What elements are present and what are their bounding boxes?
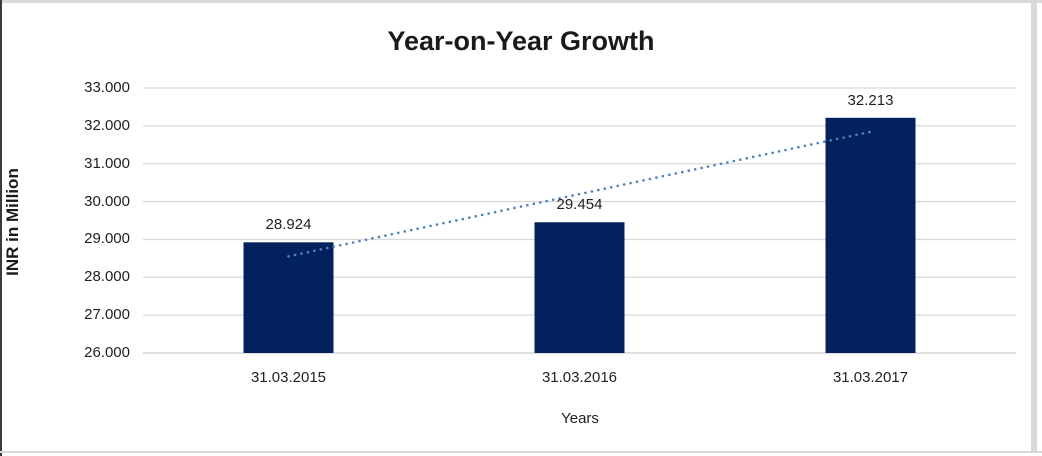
- y-axis-title: INR in Million: [3, 168, 22, 276]
- x-tick-label: 31.03.2015: [250, 369, 327, 386]
- y-tick-label: 27.000: [84, 306, 130, 324]
- trendline-dotted: [287, 130, 872, 258]
- y-tick-label: 30.000: [84, 192, 130, 210]
- bar-value-label: 29.454: [556, 196, 603, 214]
- y-tick-label: 29.000: [84, 230, 130, 248]
- y-tick-label: 31.000: [84, 154, 130, 172]
- right-edge-border: [1031, 0, 1037, 451]
- x-tick-label: 31.03.2016: [541, 369, 618, 386]
- top-edge-border: [2, 0, 1042, 3]
- bar-value-label: 28.924: [265, 216, 312, 234]
- left-edge-border: [0, 0, 2, 456]
- bar: [825, 117, 916, 353]
- x-axis-title: Years: [561, 410, 599, 427]
- bar: [243, 242, 334, 353]
- y-tick-label: 28.000: [84, 268, 130, 286]
- chart-title: Year-on-Year Growth: [387, 26, 655, 56]
- x-tick-label: 31.03.2017: [832, 369, 909, 386]
- y-tick-label: 33.000: [84, 79, 130, 96]
- bar-value-label: 32.213: [847, 91, 894, 109]
- bar: [534, 222, 625, 353]
- y-tick-label: 32.000: [84, 116, 130, 134]
- y-tick-label: 26.000: [84, 344, 130, 361]
- bottom-edge-border: [0, 451, 1042, 453]
